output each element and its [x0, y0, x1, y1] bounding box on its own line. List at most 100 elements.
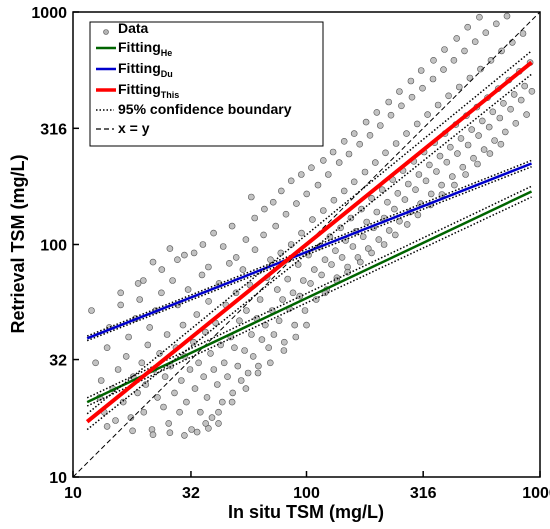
confidence-upper-he	[86, 185, 532, 399]
data-point	[474, 160, 481, 168]
legend-marker-data	[103, 29, 109, 35]
data-point	[414, 211, 422, 219]
data-point	[448, 173, 456, 180]
data-point	[129, 427, 136, 435]
data-point	[241, 347, 248, 354]
data-point	[289, 289, 297, 297]
data-point	[165, 420, 172, 427]
y-tick-label: 32	[49, 353, 67, 370]
data-point	[347, 214, 355, 222]
data-point	[434, 101, 442, 109]
data-point	[279, 296, 286, 303]
data-point	[181, 251, 188, 259]
data-point	[140, 277, 147, 284]
data-point	[519, 30, 527, 37]
data-point	[408, 93, 416, 101]
data-point	[464, 141, 472, 149]
data-point	[103, 344, 111, 352]
data-point	[392, 140, 400, 147]
data-point	[451, 181, 458, 189]
data-point	[443, 158, 451, 166]
data-point	[345, 150, 353, 158]
data-point	[280, 347, 288, 354]
legend-label-data: Data	[118, 20, 149, 36]
data-point	[373, 208, 381, 216]
data-point	[489, 108, 497, 116]
data-point	[210, 366, 218, 373]
y-tick-label: 1000	[31, 5, 67, 22]
data-point	[349, 243, 357, 250]
data-point	[161, 373, 169, 381]
data-point	[384, 198, 391, 206]
data-point	[183, 398, 190, 406]
data-point	[282, 210, 290, 218]
data-point	[319, 207, 327, 214]
data-point	[477, 65, 484, 73]
data-point	[114, 366, 122, 373]
data-point	[441, 46, 448, 53]
data-point	[144, 341, 152, 349]
data-point	[394, 190, 402, 197]
data-point	[422, 177, 430, 185]
data-point	[191, 385, 199, 392]
data-point	[368, 195, 375, 202]
data-point	[200, 373, 207, 381]
y-axis-title: Retrieval TSM (mg/L)	[8, 154, 28, 333]
data-point	[403, 221, 411, 228]
data-point	[503, 12, 511, 20]
data-point	[462, 171, 469, 178]
data-point	[445, 92, 452, 100]
x-tick-label: 32	[182, 485, 200, 502]
data-point	[415, 171, 423, 178]
data-point	[318, 271, 325, 279]
data-point	[186, 366, 194, 373]
data-point	[358, 205, 365, 213]
data-point	[299, 277, 307, 284]
data-point	[461, 47, 468, 55]
data-point	[480, 146, 488, 153]
data-point	[234, 362, 242, 370]
y-tick-label: 316	[40, 121, 67, 138]
data-point	[260, 231, 267, 239]
data-point	[478, 117, 486, 125]
data-point	[468, 126, 476, 133]
data-point	[214, 381, 221, 388]
data-point	[446, 143, 454, 151]
data-point	[181, 432, 188, 439]
data-point	[396, 88, 403, 95]
data-point	[125, 333, 132, 341]
data-point	[231, 344, 238, 352]
data-point	[287, 177, 295, 185]
data-point	[298, 229, 305, 237]
data-point	[293, 200, 300, 207]
data-point	[174, 256, 181, 264]
data-point	[528, 88, 536, 95]
data-point	[362, 118, 370, 126]
data-point	[324, 171, 332, 178]
data-point	[485, 123, 493, 131]
data-point	[226, 259, 233, 267]
data-point	[517, 96, 525, 104]
data-point	[385, 98, 393, 106]
data-point	[117, 289, 124, 297]
data-point	[486, 150, 494, 157]
data-point	[401, 196, 409, 203]
data-point	[521, 82, 529, 90]
data-point	[335, 159, 343, 166]
data-point	[328, 261, 335, 268]
data-point	[366, 132, 374, 139]
data-point	[314, 181, 322, 189]
data-point	[169, 277, 176, 284]
fit-line-du	[86, 162, 533, 340]
data-point	[154, 394, 161, 401]
data-point	[391, 205, 398, 213]
data-point	[202, 420, 209, 427]
data-point	[350, 178, 358, 186]
data-point	[312, 296, 320, 303]
data-point	[88, 307, 95, 314]
data-point	[190, 338, 197, 346]
data-point	[244, 369, 252, 377]
data-point	[426, 161, 433, 169]
